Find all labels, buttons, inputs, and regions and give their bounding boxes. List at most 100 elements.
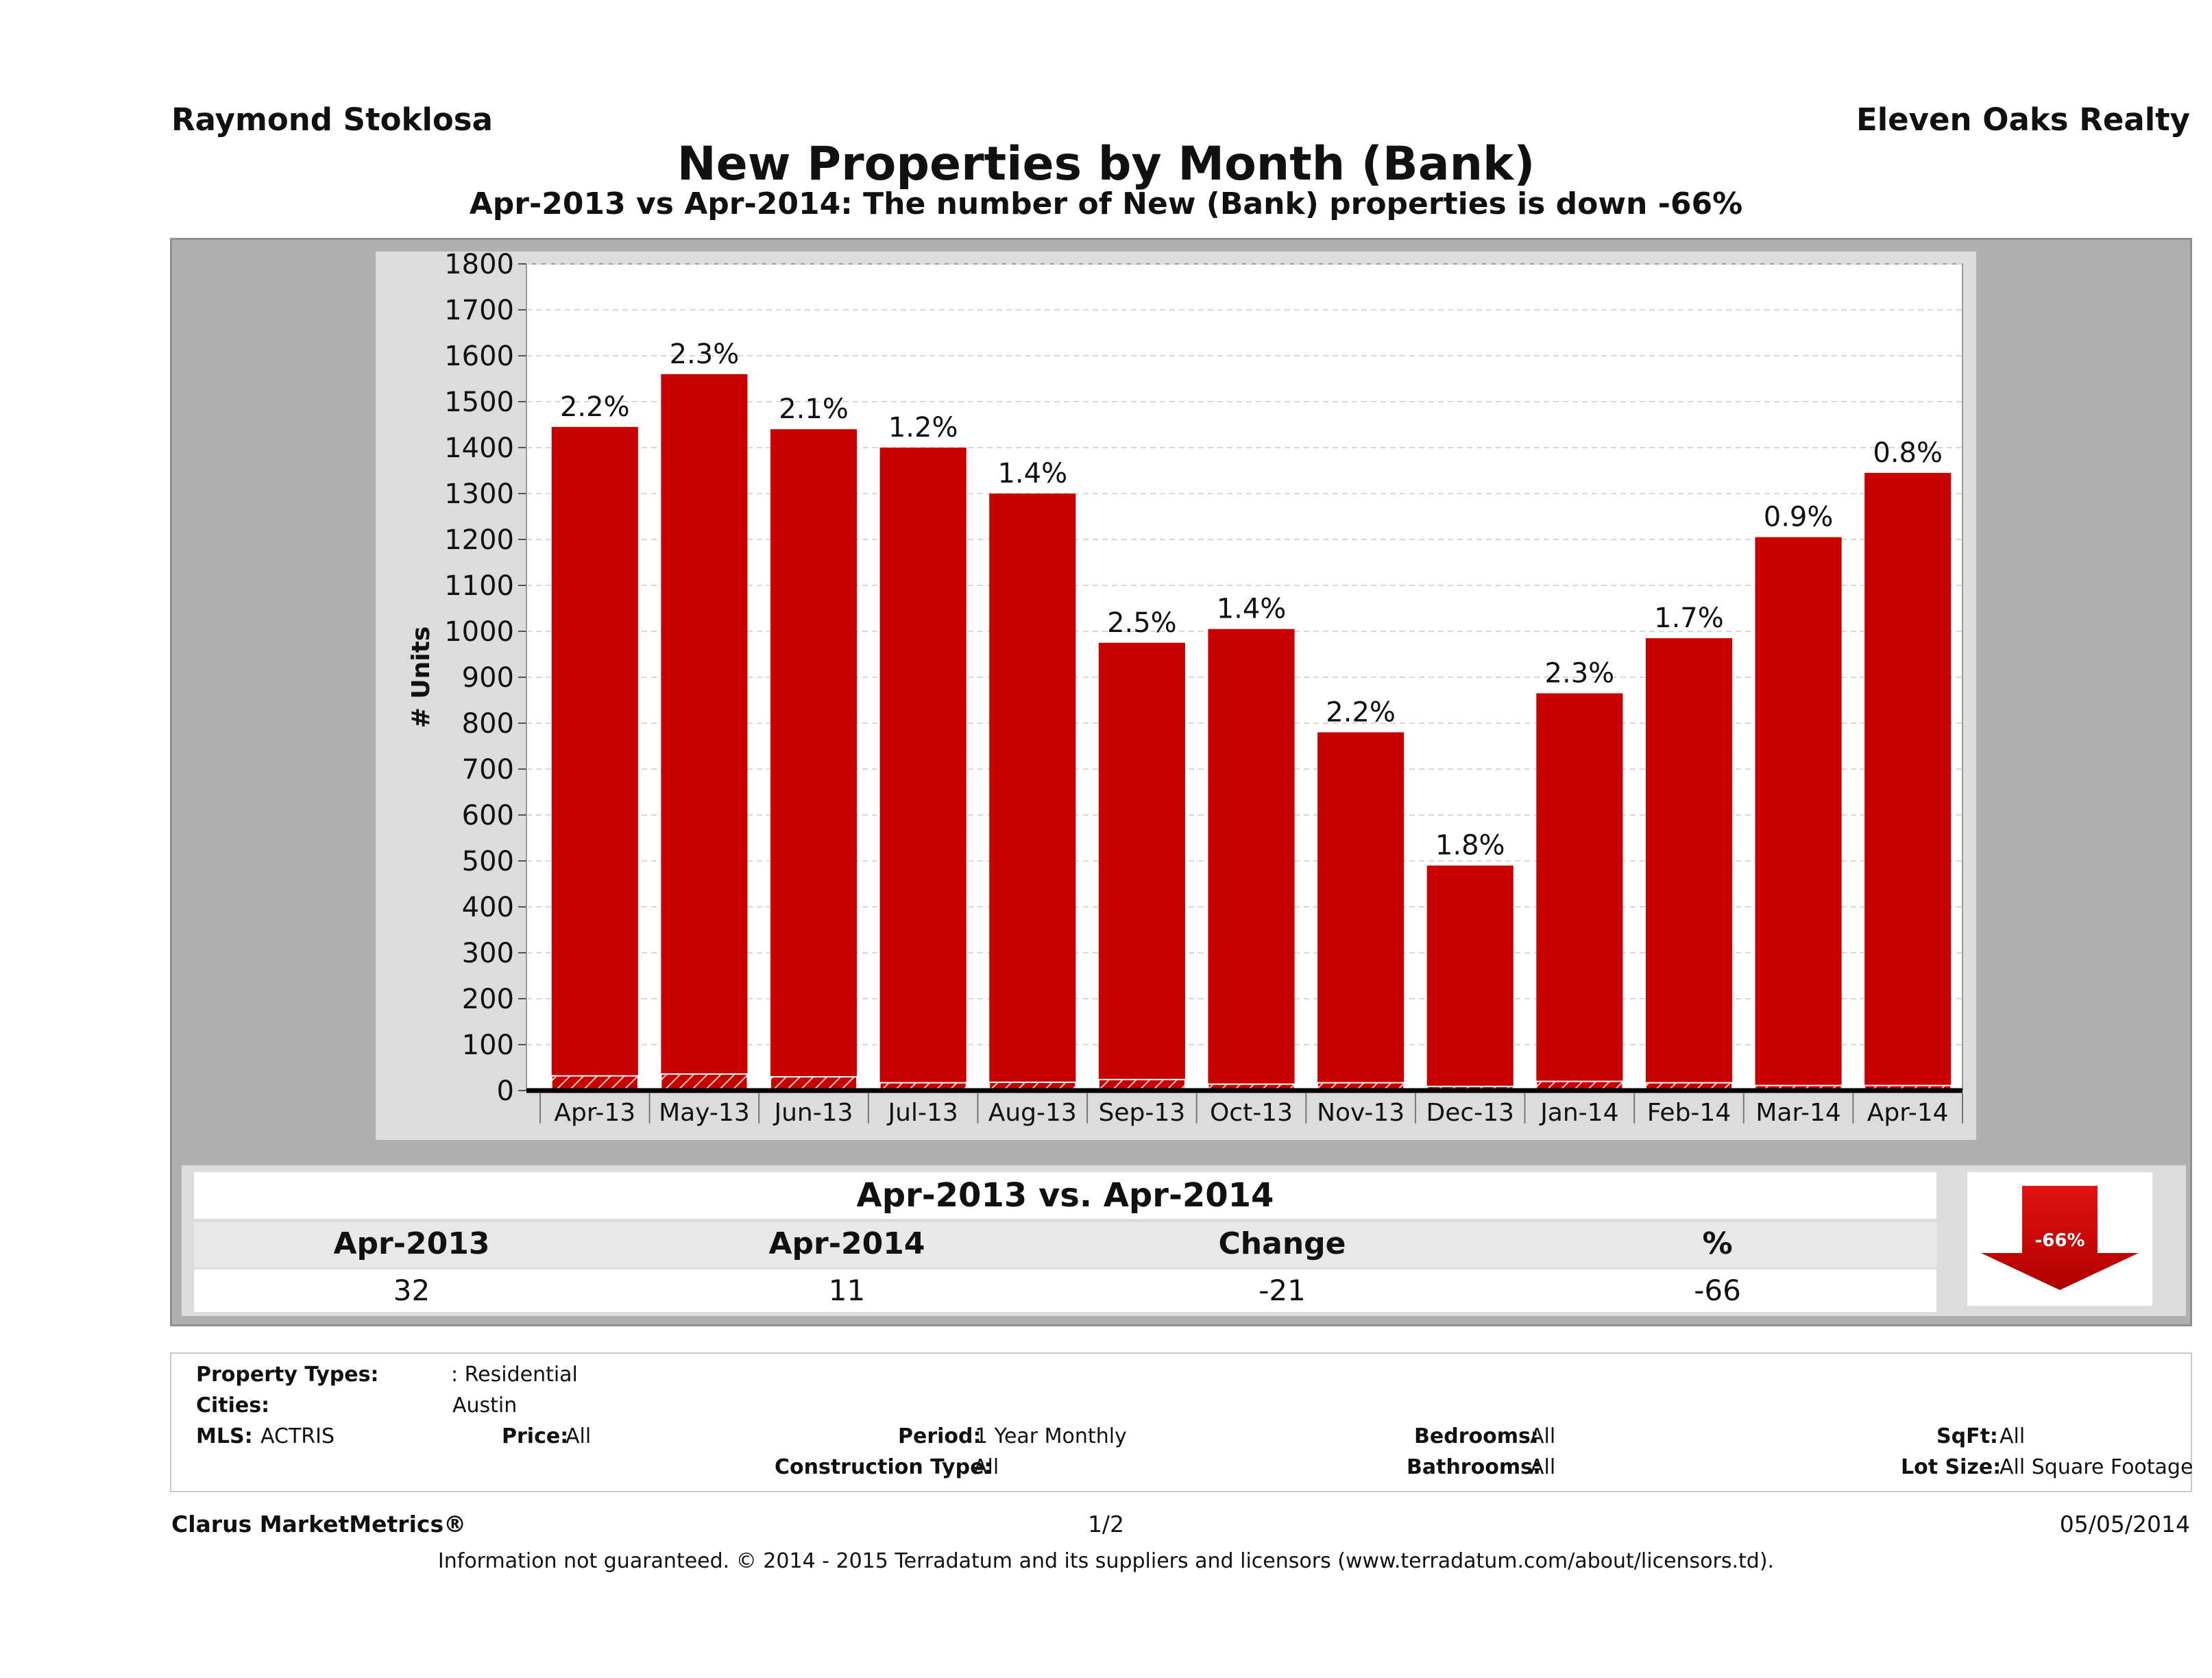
- bar: [1755, 537, 1842, 1091]
- y-tick-label: 400: [462, 892, 514, 923]
- chart-title: New Properties by Month (Bank): [677, 137, 1535, 191]
- arrow-shape: [1981, 1186, 2139, 1290]
- chart-subtitle: Apr-2013 vs Apr-2014: The number of New …: [469, 186, 1743, 221]
- x-tick-label: Mar-14: [1755, 1099, 1840, 1127]
- bank-segment: [660, 1073, 749, 1092]
- footer-date: 05/05/2014: [2059, 1511, 2190, 1537]
- footer-page-number: 1/2: [1087, 1511, 1125, 1537]
- period-label: Period:: [898, 1424, 982, 1448]
- y-tick-label: 1500: [444, 387, 514, 418]
- bar: [879, 448, 967, 1091]
- summary-value-cell: 32: [393, 1274, 430, 1307]
- period-value: 1 Year Monthly: [975, 1424, 1127, 1448]
- data-label: 2.3%: [1545, 657, 1615, 689]
- summary-title: Apr-2013 vs. Apr-2014: [856, 1176, 1274, 1215]
- mls-value: ACTRIS: [260, 1424, 335, 1448]
- x-tick-label: Nov-13: [1317, 1099, 1405, 1127]
- data-label: 1.4%: [997, 458, 1067, 489]
- summary-title-row: Apr-2013 vs. Apr-2014: [194, 1172, 1936, 1219]
- data-label: 1.7%: [1654, 603, 1724, 634]
- bar: [1098, 642, 1185, 1091]
- data-label: 1.2%: [888, 412, 958, 443]
- summary-value-cell: -66: [1694, 1274, 1741, 1307]
- bar: [1426, 865, 1514, 1091]
- agent-name: Raymond Stoklosa: [171, 101, 493, 138]
- x-tick-label: Aug-13: [988, 1099, 1077, 1127]
- cities-value: Austin: [452, 1394, 518, 1418]
- summary-value-row: 32 11 -21 -66: [194, 1269, 1936, 1312]
- summary-header-cell: Change: [1218, 1226, 1346, 1261]
- x-tick-label: May-13: [659, 1099, 750, 1127]
- y-tick-label: 1700: [444, 295, 514, 326]
- x-tick-label: Oct-13: [1210, 1099, 1293, 1127]
- y-tick-label: 900: [462, 662, 514, 694]
- bar: [1864, 472, 1952, 1091]
- change-indicator: -66%: [1967, 1172, 2152, 1306]
- down-arrow-icon: -66%: [1981, 1186, 2139, 1290]
- y-tick-label: 1000: [444, 616, 514, 648]
- x-tick-label: Sep-13: [1099, 1099, 1186, 1127]
- mls-label: MLS:: [196, 1424, 253, 1448]
- data-label: 0.9%: [1764, 502, 1834, 533]
- y-axis-label: # Units: [407, 627, 435, 729]
- summary-header-row: Apr-2013 Apr-2014 Change %: [194, 1222, 1936, 1267]
- footer-brand: Clarus MarketMetrics®: [171, 1511, 467, 1537]
- price-label: Price:: [502, 1424, 569, 1448]
- summary-header-cell: Apr-2013: [333, 1226, 490, 1261]
- data-label: 2.1%: [779, 393, 849, 425]
- data-label: 2.3%: [670, 339, 740, 370]
- data-label: 2.2%: [560, 391, 630, 423]
- x-tick-label: Feb-14: [1647, 1099, 1731, 1127]
- y-tick-label: 1600: [444, 341, 514, 372]
- lot-size-value: All Square Footage: [2000, 1455, 2193, 1479]
- y-tick-label: 1100: [444, 570, 514, 602]
- bathrooms-label: Bathrooms:: [1407, 1455, 1541, 1479]
- y-tick-label: 1800: [444, 252, 514, 280]
- y-tick-label: 300: [462, 938, 514, 969]
- bar: [551, 426, 638, 1091]
- x-tick-label: Apr-14: [1867, 1099, 1949, 1127]
- data-label: 2.5%: [1107, 607, 1177, 639]
- footer-disclaimer: Information not guaranteed. © 2014 - 201…: [437, 1549, 1775, 1573]
- y-tick-label: 100: [462, 1030, 514, 1061]
- x-tick-label: Jun-13: [773, 1099, 853, 1127]
- x-tick-label: Jul-13: [887, 1099, 958, 1127]
- bar: [1208, 629, 1295, 1091]
- data-label: 2.2%: [1326, 696, 1396, 728]
- y-tick-label: 1200: [444, 524, 514, 556]
- summary-value-cell: -21: [1259, 1274, 1306, 1307]
- data-label: 0.8%: [1873, 437, 1943, 469]
- data-label: 1.8%: [1435, 830, 1505, 862]
- y-tick-label: 1300: [444, 478, 514, 510]
- bar: [1536, 693, 1623, 1091]
- price-value: All: [566, 1424, 592, 1448]
- summary-header-cell: %: [1702, 1226, 1733, 1261]
- x-tick-label: Jan-14: [1539, 1099, 1618, 1127]
- cities-label: Cities:: [196, 1394, 270, 1418]
- bar: [1645, 638, 1733, 1091]
- construction-type-value: All: [973, 1455, 999, 1479]
- x-tick-label: Dec-13: [1426, 1099, 1514, 1127]
- y-tick-label: 0: [497, 1075, 514, 1107]
- bar: [770, 429, 858, 1091]
- y-tick-label: 800: [462, 708, 514, 740]
- bar: [989, 494, 1076, 1091]
- data-label: 1.4%: [1217, 594, 1287, 625]
- bar-chart: 0 100 200 300 400 500 600 700 800 900 1000 1100 1200…: [407, 252, 1963, 1127]
- filter-info-box: [170, 1352, 2192, 1492]
- sqft-value: All: [2000, 1424, 2026, 1448]
- property-types-value: : Residential: [451, 1363, 578, 1387]
- indicator-label: -66%: [2034, 1230, 2085, 1251]
- summary-header-cell: Apr-2014: [768, 1226, 925, 1261]
- y-tick-label: 500: [462, 846, 514, 877]
- bar: [661, 374, 748, 1091]
- bedrooms-label: Bedrooms:: [1414, 1424, 1539, 1448]
- x-tick-label: Apr-13: [554, 1099, 635, 1127]
- y-tick-label: 200: [462, 984, 514, 1015]
- bedrooms-value: All: [1530, 1424, 1556, 1448]
- y-tick-label: 700: [462, 754, 514, 786]
- company-name: Eleven Oaks Realty: [1856, 101, 2190, 138]
- bar: [1317, 732, 1405, 1091]
- summary-value-cell: 11: [828, 1274, 866, 1307]
- sqft-label: SqFt:: [1936, 1424, 1998, 1448]
